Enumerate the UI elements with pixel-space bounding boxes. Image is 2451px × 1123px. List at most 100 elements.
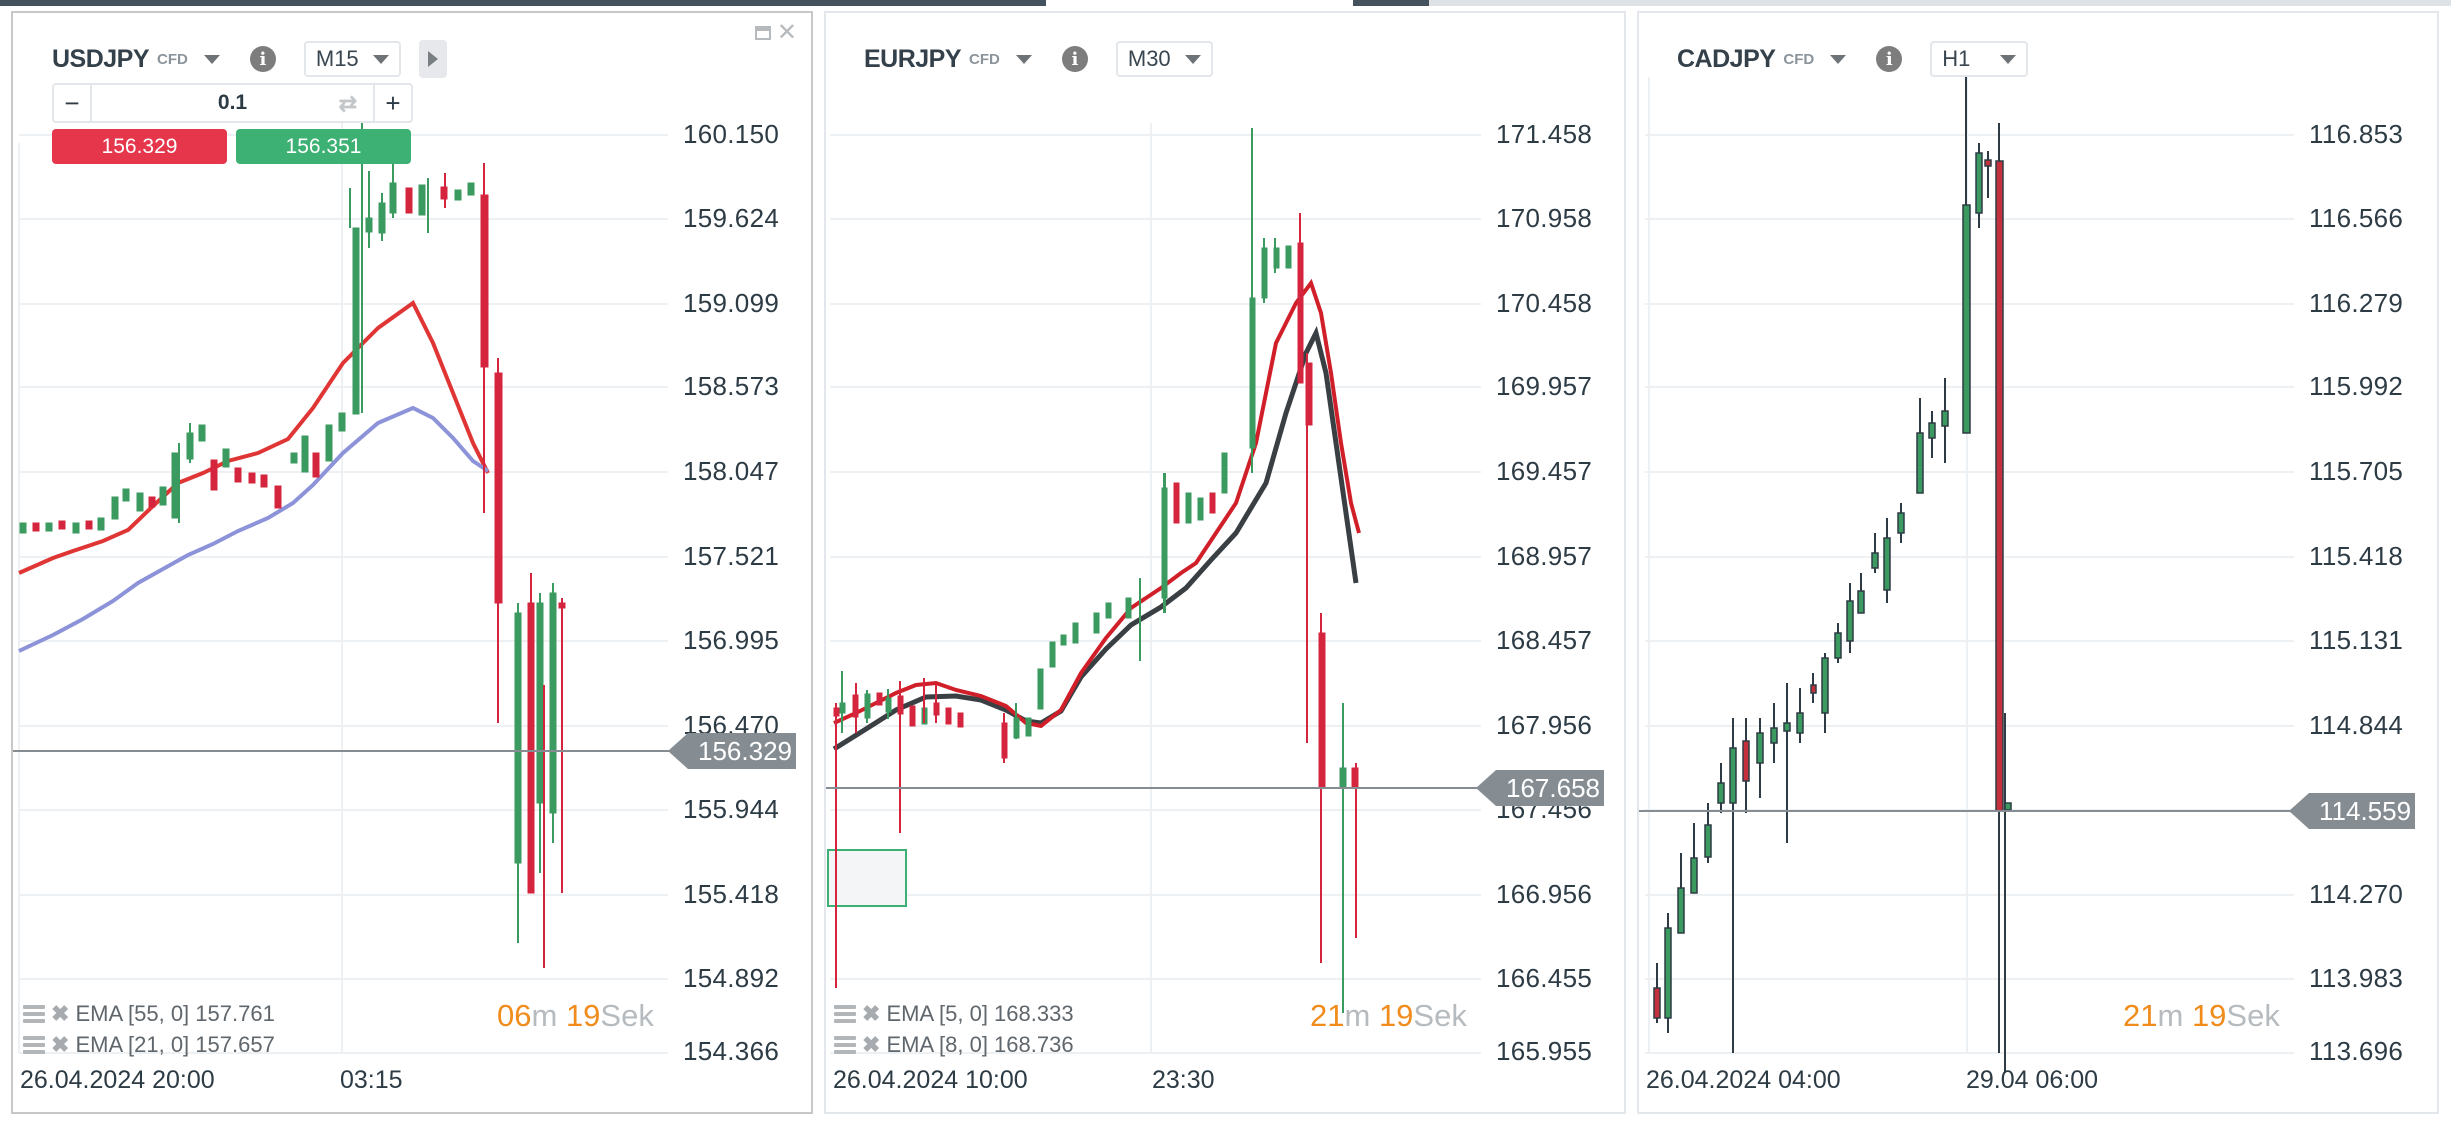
timeframe-select[interactable]: H1 [1930, 41, 2029, 77]
timer-sec-unit: Sek [600, 998, 654, 1033]
y-tick: 116.279 [2309, 288, 2404, 318]
close-icon[interactable]: ✕ [776, 19, 797, 46]
expand-toolbar-button[interactable] [418, 40, 447, 78]
symbol-name[interactable]: CADJPY [1677, 44, 1776, 73]
eurjpy-header: EURJPY CFD i M30 [864, 39, 1213, 79]
y-tick: 170.958 [1496, 203, 1593, 233]
sell-button[interactable]: 156.329 [52, 129, 227, 164]
eurjpy-chart-canvas[interactable] [826, 13, 1628, 1116]
x-tick: 29.04 06:00 [1966, 1066, 2099, 1094]
y-tick: 160.150 [683, 119, 780, 149]
indicator-row: ✖ EMA [5, 0] 168.333 [834, 1001, 1074, 1027]
instrument-type: CFD [969, 50, 1000, 68]
symbol-dropdown-icon[interactable] [1830, 54, 1847, 64]
symbol-dropdown-icon[interactable] [1015, 54, 1032, 64]
y-tick: 167.956 [1496, 710, 1593, 740]
timeframe-value: M15 [315, 46, 359, 71]
info-icon[interactable]: i [249, 46, 276, 72]
indicator-label: EMA [21, 0] 157.657 [75, 1032, 275, 1057]
y-tick: 168.457 [1496, 625, 1593, 655]
y-tick: 171.458 [1496, 119, 1593, 149]
y-tick: 159.099 [683, 288, 780, 318]
info-icon[interactable]: i [1876, 46, 1903, 72]
y-tick: 156.995 [683, 625, 780, 655]
x-tick: 26.04.2024 04:00 [1646, 1066, 1841, 1094]
instrument-type: CFD [1783, 50, 1815, 68]
timeframe-value: M30 [1127, 46, 1171, 71]
selection-box [827, 849, 907, 907]
candle-countdown: 21m 19Sek [2123, 998, 2280, 1034]
symbol-dropdown-icon[interactable] [203, 54, 220, 64]
timer-seconds: 19 [2191, 998, 2227, 1033]
y-tick: 115.705 [2309, 456, 2404, 486]
chart-panel-usdjpy[interactable]: USDJPY CFD i M15 ✕ − 0.1 ⇄ + 156.329 156.… [11, 11, 813, 1114]
remove-indicator-icon[interactable]: ✖ [51, 1001, 70, 1026]
y-tick: 168.957 [1496, 541, 1593, 571]
y-tick: 165.955 [1496, 1036, 1593, 1066]
timeframe-select[interactable]: M30 [1115, 41, 1213, 77]
symbol-name[interactable]: EURJPY [864, 44, 962, 73]
indicator-label: EMA [8, 0] 168.736 [886, 1032, 1074, 1057]
y-tick: 169.457 [1496, 456, 1593, 486]
info-icon[interactable]: i [1061, 46, 1088, 72]
quantity-input[interactable]: 0.1 ⇄ [92, 85, 373, 121]
indicator-row: ✖ EMA [55, 0] 157.761 [23, 1001, 275, 1027]
swap-icon[interactable]: ⇄ [338, 91, 357, 116]
cadjpy-chart-canvas[interactable] [1639, 13, 2441, 1116]
y-tick: 170.458 [1496, 288, 1593, 318]
y-tick: 154.892 [683, 963, 780, 993]
chevron-down-icon [1184, 54, 1201, 64]
timer-min-unit: m [1344, 998, 1371, 1033]
buy-button[interactable]: 156.351 [236, 129, 411, 164]
timeframe-select[interactable]: M15 [303, 41, 401, 77]
y-tick: 155.418 [683, 879, 780, 909]
decrease-quantity-button[interactable]: − [54, 85, 92, 121]
indicator-settings-icon[interactable] [834, 1036, 856, 1054]
candle-countdown: 06m 19Sek [497, 998, 654, 1034]
chart-panel-eurjpy[interactable]: EURJPY CFD i M30 171.458 170.958 170.458… [824, 11, 1626, 1114]
remove-indicator-icon[interactable]: ✖ [862, 1032, 881, 1057]
tab-strip-segment-1 [0, 0, 1046, 6]
remove-indicator-icon[interactable]: ✖ [862, 1001, 881, 1026]
candle-countdown: 21m 19Sek [1310, 998, 1467, 1034]
indicator-settings-icon[interactable] [834, 1005, 856, 1023]
indicator-label: EMA [55, 0] 157.761 [75, 1001, 275, 1026]
increase-quantity-button[interactable]: + [373, 85, 411, 121]
timer-sec-unit: Sek [2226, 998, 2280, 1033]
timer-min-unit: m [2157, 998, 2184, 1033]
y-tick: 113.983 [2309, 963, 2404, 993]
window-controls: ✕ [754, 19, 797, 46]
cadjpy-header: CADJPY CFD i H1 [1677, 39, 2029, 79]
maximize-icon[interactable] [754, 26, 771, 40]
chart-panel-cadjpy[interactable]: CADJPY CFD i H1 116.853 116.566 116.279 … [1637, 11, 2439, 1114]
timer-minutes: 21 [1310, 998, 1345, 1033]
chevron-down-icon [372, 54, 389, 64]
y-tick: 158.047 [683, 456, 780, 486]
symbol-name[interactable]: USDJPY [52, 44, 150, 73]
usdjpy-candles [19, 123, 566, 968]
y-tick: 115.992 [2309, 371, 2404, 401]
y-tick: 116.566 [2309, 203, 2404, 233]
y-tick: 154.366 [683, 1036, 780, 1066]
timer-minutes: 06 [497, 998, 532, 1033]
x-tick: 26.04.2024 20:00 [20, 1066, 215, 1094]
indicator-settings-icon[interactable] [23, 1036, 45, 1054]
quantity-stepper[interactable]: − 0.1 ⇄ + [52, 83, 413, 123]
timer-sec-unit: Sek [1413, 998, 1467, 1033]
y-tick: 114.844 [2309, 710, 2404, 740]
remove-indicator-icon[interactable]: ✖ [51, 1032, 70, 1057]
timer-minutes: 21 [2123, 998, 2158, 1033]
y-tick: 169.957 [1496, 371, 1593, 401]
x-tick: 03:15 [340, 1066, 403, 1094]
x-tick: 23:30 [1152, 1066, 1215, 1094]
timer-min-unit: m [531, 998, 558, 1033]
current-price-tag: 114.559 [2288, 793, 2416, 829]
y-tick: 166.455 [1496, 963, 1593, 993]
chevron-down-icon [2000, 54, 2017, 64]
y-tick: 155.944 [683, 794, 780, 824]
y-tick: 159.624 [683, 203, 780, 233]
quantity-value: 0.1 [217, 91, 248, 114]
usdjpy-chart-canvas[interactable] [13, 13, 815, 1116]
indicator-settings-icon[interactable] [23, 1005, 45, 1023]
x-tick: 26.04.2024 10:00 [833, 1066, 1028, 1094]
